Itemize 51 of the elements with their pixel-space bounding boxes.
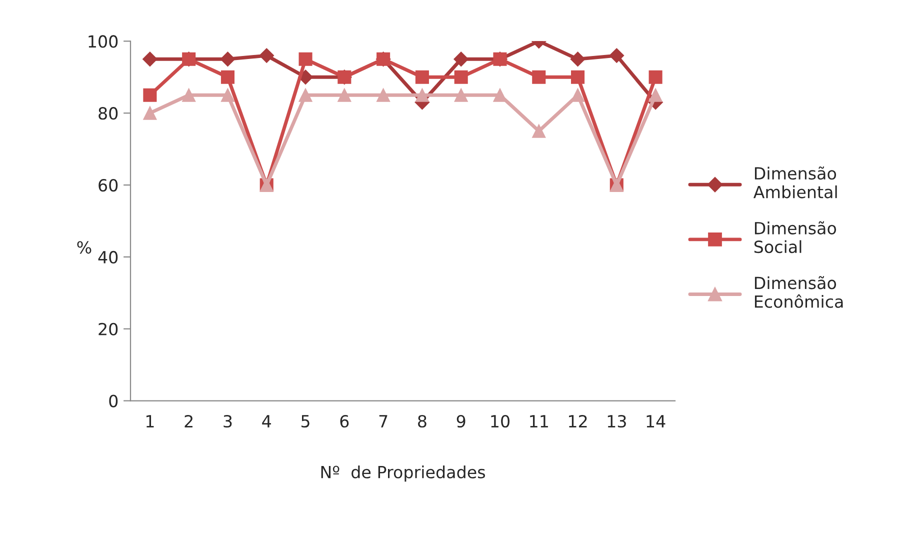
point (298, 88, 312, 102)
point (609, 48, 624, 63)
point (454, 88, 468, 102)
point (493, 88, 507, 102)
point (532, 124, 546, 138)
x-tick-label: 12 (568, 414, 587, 428)
point (415, 70, 429, 84)
x-tick-label: 3 (224, 414, 232, 428)
y-axis-title: % (77, 241, 92, 254)
y-tick-label: 20 (98, 322, 118, 336)
y-tick-label: 60 (98, 178, 118, 192)
x-tick-label: 7 (379, 415, 388, 428)
x-axis-title: Nº de Propriedades (321, 466, 485, 482)
y-tick-label: 0 (109, 394, 118, 408)
point (142, 52, 158, 67)
x-tick-label: 2 (184, 414, 192, 428)
point (648, 88, 662, 102)
point (220, 88, 234, 102)
y-tick-label: 100 (88, 35, 118, 48)
point (571, 70, 585, 84)
point (648, 70, 662, 84)
y-tick-label: 40 (98, 250, 118, 264)
point (532, 70, 546, 84)
point (415, 88, 429, 102)
x-tick-label: 9 (456, 414, 466, 428)
y-tick-label: 80 (98, 107, 118, 120)
x-tick-label: 6 (340, 414, 349, 428)
point (338, 88, 352, 102)
x-tick-label: 4 (262, 415, 271, 428)
legend-label: Dimensão Econômica (754, 276, 843, 308)
x-tick-label: 10 (491, 414, 510, 428)
point (376, 88, 390, 102)
point (571, 88, 585, 102)
x-tick-label: 11 (530, 415, 548, 428)
x-tick-label: 13 (608, 414, 626, 428)
x-tick-label: 8 (418, 414, 426, 428)
point (143, 88, 157, 102)
point (298, 52, 312, 66)
point (454, 70, 468, 84)
legend-label: Dimensão Ambiental (753, 166, 837, 198)
point (454, 52, 468, 67)
point (182, 88, 196, 102)
point (570, 52, 586, 67)
legend-label: Dimensão Social (754, 221, 836, 254)
point (220, 52, 236, 67)
point (220, 70, 234, 84)
point (259, 48, 274, 63)
x-tick-label: 14 (646, 415, 666, 428)
x-tick-label: 1 (146, 415, 154, 428)
point (143, 106, 157, 120)
x-tick-label: 5 (302, 415, 310, 428)
